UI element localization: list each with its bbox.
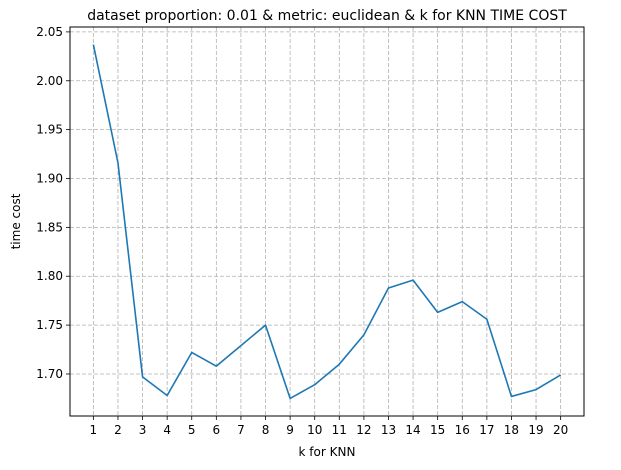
x-tick-label: 6 [213,423,221,437]
plot-frame [69,26,585,417]
chart-title: dataset proportion: 0.01 & metric: eucli… [87,8,567,24]
series-line-group [92,44,562,400]
x-tick-label: 1 [90,423,98,437]
x-tick-label: 2 [114,423,122,437]
x-tick-label: 20 [553,423,568,437]
x-tick-label: 7 [237,423,245,437]
x-tick-label: 17 [479,423,494,437]
y-axis: 1.70 1.75 1.80 1.85 1.90 1.95 2.00 2.05 [36,25,70,381]
x-tick-label: 8 [262,423,270,437]
x-tick-label: 19 [528,423,543,437]
x-tick-label: 10 [307,423,322,437]
x-tick-label: 11 [332,423,347,437]
x-tick-label: 5 [188,423,196,437]
x-tick-label: 4 [163,423,171,437]
x-tick-label: 9 [286,423,294,437]
y-tick-label: 1.95 [36,123,63,137]
y-tick-label: 2.05 [36,25,63,39]
y-tick-label: 1.70 [36,367,63,381]
grid-lines [70,27,584,416]
x-tick-label: 14 [405,423,420,437]
y-tick-label: 1.80 [36,269,63,283]
x-axis: 1 2 3 4 5 6 7 8 9 10 11 12 13 14 15 16 17 18 19 20 [90,416,568,437]
series-line [92,44,562,400]
x-tick-label: 15 [430,423,445,437]
y-tick-label: 1.90 [36,171,63,185]
x-tick-label: 3 [139,423,147,437]
x-tick-label: 13 [381,423,396,437]
x-tick-label: 12 [356,423,371,437]
y-axis-label: time cost [9,193,23,249]
y-tick-label: 1.75 [36,318,63,332]
x-tick-label: 16 [455,423,470,437]
x-tick-label: 18 [504,423,519,437]
y-tick-label: 2.00 [36,74,63,88]
x-axis-label: k for KNN [299,445,356,459]
y-tick-label: 1.85 [36,220,63,234]
